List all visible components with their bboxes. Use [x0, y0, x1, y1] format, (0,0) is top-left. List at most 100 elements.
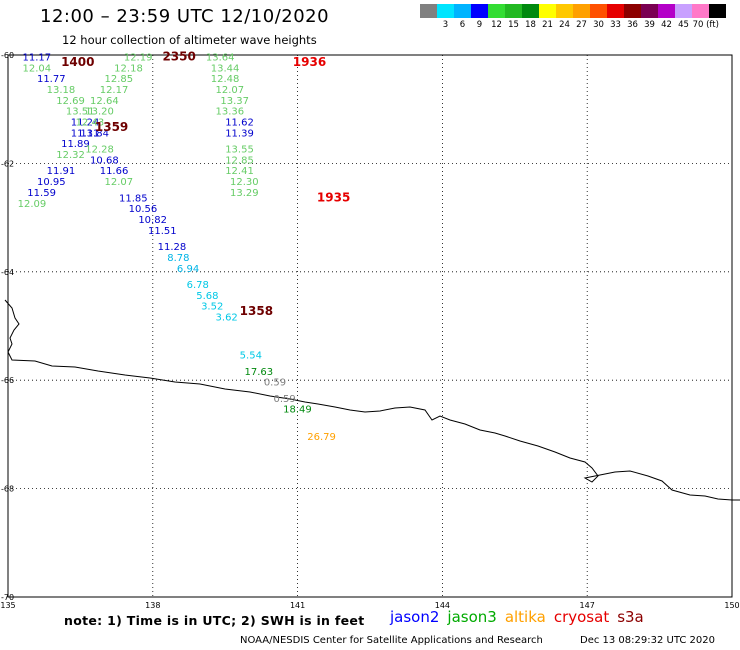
map-title: 12:00 – 23:59 UTC 12/10/2020 — [40, 6, 330, 27]
satellite-name: cryosat — [553, 608, 610, 626]
legend-swatch — [692, 4, 709, 18]
wave-height-value: 12.85 — [225, 155, 254, 166]
legend-swatch — [556, 4, 573, 18]
satellite-legend: jason2 jason3 altika cryosat s3a — [390, 608, 652, 626]
wave-height-value: 13.51 — [66, 107, 95, 118]
wave-height-value: 6.78 — [187, 280, 209, 291]
wave-height-value: 3.62 — [216, 313, 238, 324]
wave-height-value: 12.43 — [76, 117, 105, 128]
wave-height-value: 11.17 — [22, 52, 51, 63]
satellite-name: jason3 — [447, 608, 497, 626]
y-tick-label: -60 — [1, 51, 14, 60]
legend-swatch — [709, 4, 726, 18]
timestamp-text: Dec 13 08:29:32 UTC 2020 — [580, 635, 715, 646]
wave-height-value: 11.77 — [37, 74, 66, 85]
legend-label: 6 — [459, 20, 466, 30]
axis-tick-labels: 135 138 141 144 147 150 -60 -62 -64 -66 -68 -70 — [0, 51, 739, 610]
legend-swatch — [420, 4, 437, 18]
time-labels: 1400 2350 1936 1359 1935 1358 — [61, 49, 350, 318]
legend-swatch — [641, 4, 658, 18]
wave-height-value: 13.18 — [47, 85, 76, 96]
time-label: 1936 — [293, 55, 326, 69]
x-tick-label: 141 — [290, 601, 305, 610]
wave-height-value: 0.59 — [273, 394, 295, 405]
legend-label: 30 — [593, 20, 604, 30]
legend-swatch — [488, 4, 505, 18]
wave-height-value: 10.68 — [90, 155, 119, 166]
satellite-name: s3a — [617, 608, 644, 626]
wave-height-value: 12.85 — [105, 74, 134, 85]
wave-height-value: 13.44 — [211, 63, 240, 74]
wave-height-value: 5.68 — [196, 291, 218, 302]
wave-height-value: 11.51 — [148, 226, 177, 237]
wave-height-value: 5.54 — [240, 351, 262, 362]
wave-height-value: 13.64 — [206, 52, 235, 63]
map-frame — [7, 54, 733, 598]
footer-note: note: 1) Time is in UTC; 2) SWH is in fe… — [64, 613, 365, 628]
wave-height-value: 12.69 — [56, 96, 85, 107]
y-tick-label: -64 — [1, 268, 14, 277]
legend-label: 39 — [644, 20, 655, 30]
time-label: 1358 — [240, 304, 273, 318]
satellite-name: altika — [504, 608, 546, 626]
x-tick-label: 150 — [724, 601, 739, 610]
legend-label: 36 — [627, 20, 638, 30]
wave-height-value: 8.78 — [167, 253, 189, 264]
time-label: 1359 — [95, 120, 128, 134]
legend-swatch — [590, 4, 607, 18]
x-tick-label: 147 — [580, 601, 595, 610]
wave-height-value: 12.18 — [114, 63, 143, 74]
wave-height-value: 13.37 — [220, 96, 249, 107]
legend-swatch — [539, 4, 556, 18]
legend-label: 15 — [508, 20, 519, 30]
time-label: 1400 — [61, 55, 94, 69]
legend-swatch — [471, 4, 488, 18]
wave-height-value: 12.64 — [90, 96, 119, 107]
wave-height-value: 12.09 — [18, 199, 47, 210]
wave-height-value: 12.28 — [85, 145, 114, 156]
legend-swatch — [658, 4, 675, 18]
y-tick-label: -62 — [1, 159, 14, 168]
credit-text: NOAA/NESDIS Center for Satellite Applica… — [240, 635, 543, 646]
wave-height-value: 12.17 — [100, 85, 129, 96]
wave-height-value: 11.24 — [71, 117, 100, 128]
y-tick-label: -70 — [1, 593, 14, 602]
wave-height-value: 11.28 — [158, 242, 187, 253]
wave-height-value: 12.19 — [124, 52, 153, 63]
wave-height-value: 10.56 — [129, 204, 158, 215]
y-tick-label: -68 — [1, 485, 14, 494]
time-label: 2350 — [162, 49, 195, 63]
legend-swatch — [675, 4, 692, 18]
wave-height-value: 11.84 — [80, 128, 109, 139]
legend-swatch — [573, 4, 590, 18]
legend-swatch — [624, 4, 641, 18]
satellite-name: jason2 — [390, 608, 440, 626]
legend-label: 27 — [576, 20, 587, 30]
y-tick-label: -66 — [1, 376, 14, 385]
color-scale-legend: 3 6 9 12 15 18 21 24 27 30 33 36 39 42 45 70 (ft) — [420, 4, 726, 30]
wave-height-value: 13.20 — [85, 107, 114, 118]
legend-swatch — [454, 4, 471, 18]
wave-height-value: 12.04 — [22, 63, 51, 74]
legend-swatch — [437, 4, 454, 18]
wave-height-value: 6.94 — [177, 264, 199, 275]
wave-height-value: 12.07 — [216, 85, 245, 96]
legend-swatch — [522, 4, 539, 18]
legend-label: 3 — [442, 20, 449, 30]
x-tick-label: 144 — [435, 601, 450, 610]
legend-label: 70 (ft) — [692, 20, 719, 30]
legend-labels: 3 6 9 12 15 18 21 24 27 30 33 36 39 42 45 70 (ft) — [420, 18, 726, 30]
wave-height-value: 12.48 — [211, 74, 240, 85]
wave-height-value: 10.95 — [37, 177, 66, 188]
wave-height-value: 12.41 — [225, 166, 254, 177]
wave-height-value: 26.79 — [307, 432, 336, 443]
wave-height-value: 12.32 — [56, 150, 85, 161]
wave-height-value: 11.59 — [27, 188, 56, 199]
wave-height-value: 10.82 — [138, 215, 167, 226]
wave-height-value: 13.29 — [230, 188, 259, 199]
wave-height-value: 11.85 — [119, 193, 148, 204]
wave-height-value: 11.62 — [225, 117, 254, 128]
wave-height-value: 12.30 — [230, 177, 259, 188]
wave-height-value: 17.63 — [245, 367, 274, 378]
